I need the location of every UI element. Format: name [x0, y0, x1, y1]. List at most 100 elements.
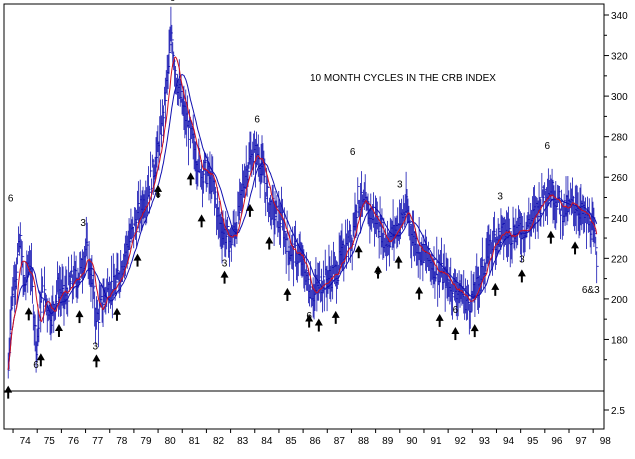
- chart-title: 10 MONTH CYCLES IN THE CRB INDEX: [310, 73, 496, 84]
- arrow-head: [491, 282, 500, 290]
- cycle-label: 3: [92, 342, 98, 353]
- up-arrow-icon: [154, 184, 163, 198]
- arrow-head: [394, 255, 403, 263]
- cycle-label: 6: [350, 147, 356, 158]
- cycle-label: 3: [519, 254, 525, 265]
- up-arrow-icon: [571, 241, 580, 255]
- y-tick-label: 260: [611, 173, 628, 184]
- arrow-head: [470, 324, 479, 332]
- up-arrow-icon: [197, 214, 206, 228]
- up-arrow-icon: [517, 269, 526, 283]
- up-arrow-icon: [265, 236, 274, 250]
- x-tick-label: 80: [165, 436, 177, 447]
- cycle-labels: 6 6 3 3 6 6 3 6 6 6 3 3 6 3 3 6 6&3: [8, 0, 600, 371]
- arrow-head: [546, 230, 555, 238]
- cycle-label: 6: [306, 311, 312, 322]
- plot-frame: [3, 3, 605, 430]
- moving-average-lines: [7, 56, 598, 371]
- up-arrow-icon: [112, 307, 121, 321]
- up-arrow-icon: [4, 385, 13, 399]
- up-arrow-icon: [186, 172, 195, 186]
- up-arrow-icon: [245, 203, 254, 217]
- cycle-label: 6: [170, 0, 176, 4]
- up-arrow-icon: [394, 255, 403, 269]
- up-arrow-icon: [374, 265, 383, 279]
- cycle-label: 6: [155, 190, 161, 201]
- x-tick-label: 76: [68, 436, 80, 447]
- arrow-head: [112, 307, 121, 315]
- x-tick-label: 78: [116, 436, 128, 447]
- x-tick-label: 90: [406, 436, 418, 447]
- cycle-label: 3: [80, 218, 86, 229]
- arrow-head: [154, 184, 163, 192]
- y-tick-label: 240: [611, 214, 628, 225]
- moving-average-short: [7, 56, 598, 371]
- moving-average-long: [7, 73, 598, 371]
- arrow-head: [54, 323, 63, 331]
- arrow-head: [435, 313, 444, 321]
- up-arrow-icon: [36, 353, 45, 367]
- up-arrow-icon: [451, 327, 460, 341]
- cycle-label: 3: [497, 192, 503, 203]
- x-tick-label: 98: [600, 436, 612, 447]
- x-tick-label: 85: [285, 436, 297, 447]
- up-arrow-icon: [546, 230, 555, 244]
- arrow-head: [265, 236, 274, 244]
- up-arrow-icon: [331, 310, 340, 324]
- x-tick-label: 84: [261, 436, 273, 447]
- sub-panel-tick-label: 2.5: [611, 406, 625, 417]
- arrow-head: [197, 214, 206, 222]
- arrow-head: [24, 307, 33, 315]
- arrow-head: [220, 270, 229, 278]
- x-tick-label: 75: [44, 436, 56, 447]
- x-tick-label: 74: [20, 436, 32, 447]
- up-arrow-icon: [54, 323, 63, 337]
- cycle-label: 6: [33, 360, 39, 371]
- x-tick-label: 82: [213, 436, 225, 447]
- cycle-label: 6&3: [582, 285, 600, 296]
- y-tick-label: 200: [611, 295, 628, 306]
- cycle-label: 6: [453, 305, 459, 316]
- up-arrow-icon: [415, 286, 424, 300]
- cycle-label: 6: [8, 194, 14, 205]
- x-tick-label: 87: [334, 436, 346, 447]
- arrow-head: [571, 241, 580, 249]
- x-tick-label: 86: [310, 436, 322, 447]
- up-arrow-icon: [305, 314, 314, 328]
- cycle-label: 3: [375, 267, 381, 278]
- x-tick-label: 81: [189, 436, 201, 447]
- arrow-head: [451, 327, 460, 335]
- arrow-head: [283, 287, 292, 295]
- cycle-arrows: [4, 172, 580, 399]
- x-tick-label: 88: [358, 436, 370, 447]
- y-axis: 180 200 220 240 260 280 300 320 340 2.5: [604, 11, 628, 417]
- x-tick-label: 92: [455, 436, 467, 447]
- arrow-head: [92, 354, 101, 362]
- x-tick-label: 93: [479, 436, 491, 447]
- up-arrow-icon: [283, 287, 292, 301]
- arrow-head: [36, 353, 45, 361]
- cycle-label: 3: [222, 258, 228, 269]
- up-arrow-icon: [354, 245, 363, 259]
- up-arrow-icon: [24, 307, 33, 321]
- y-tick-label: 300: [611, 92, 628, 103]
- x-tick-label: 96: [551, 436, 563, 447]
- up-arrow-icon: [314, 318, 323, 332]
- y-tick-label: 320: [611, 52, 628, 63]
- y-tick-label: 340: [611, 11, 628, 22]
- y-tick-label: 220: [611, 254, 628, 265]
- arrow-head: [75, 310, 84, 318]
- up-arrow-icon: [133, 253, 142, 267]
- x-tick-label: 83: [237, 436, 249, 447]
- up-arrow-icon: [220, 270, 229, 284]
- arrow-head: [305, 314, 314, 322]
- x-tick-label: 77: [92, 436, 104, 447]
- arrow-head: [517, 269, 526, 277]
- y-tick-label: 280: [611, 133, 628, 144]
- arrow-head: [245, 203, 254, 211]
- up-arrow-icon: [491, 282, 500, 296]
- arrow-head: [415, 286, 424, 294]
- x-tick-label: 95: [527, 436, 539, 447]
- cycle-label: 6: [544, 141, 550, 152]
